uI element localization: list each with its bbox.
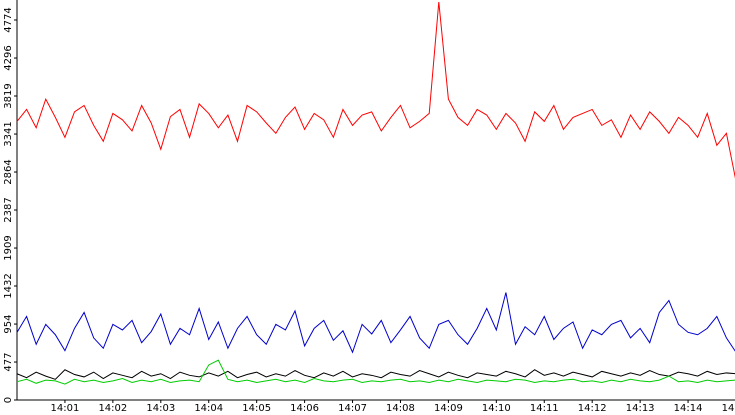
x-tick-label: 14:07 bbox=[338, 403, 367, 414]
y-tick-label: 4296 bbox=[3, 45, 14, 70]
y-tick-label: 477 bbox=[3, 352, 14, 371]
x-tick-label: 14:04 bbox=[194, 403, 223, 414]
series-line bbox=[16, 369, 735, 380]
x-tick-label: 14:10 bbox=[482, 403, 511, 414]
series-line bbox=[16, 292, 735, 354]
x-tick-label: 14:08 bbox=[386, 403, 415, 414]
series-line bbox=[16, 359, 735, 385]
y-tick-label: 3341 bbox=[3, 121, 14, 146]
y-tick-label: 2864 bbox=[3, 159, 14, 184]
x-tick-label: 14:13 bbox=[626, 403, 655, 414]
y-tick-label: 1909 bbox=[3, 235, 14, 260]
x-tick-label: 14:06 bbox=[290, 403, 319, 414]
x-tick-label: 14:02 bbox=[98, 403, 127, 414]
x-tick-label: 14:09 bbox=[434, 403, 463, 414]
x-tick-label: 14:15 bbox=[722, 403, 735, 414]
x-tick-label: 14:01 bbox=[51, 403, 80, 414]
y-tick-label: 1432 bbox=[3, 273, 14, 298]
y-tick-label: 0 bbox=[3, 397, 14, 403]
x-tick-label: 14:14 bbox=[674, 403, 703, 414]
y-tick-label: 4774 bbox=[3, 7, 14, 32]
y-tick-label: 3819 bbox=[3, 83, 14, 108]
x-tick-label: 14:03 bbox=[146, 403, 175, 414]
x-tick-label: 14:05 bbox=[242, 403, 271, 414]
x-tick-label: 14:12 bbox=[578, 403, 607, 414]
x-tick-label: 14:11 bbox=[530, 403, 559, 414]
series-line bbox=[16, 1, 735, 179]
y-tick-label: 2387 bbox=[3, 197, 14, 222]
y-tick-label: 954 bbox=[3, 315, 14, 334]
